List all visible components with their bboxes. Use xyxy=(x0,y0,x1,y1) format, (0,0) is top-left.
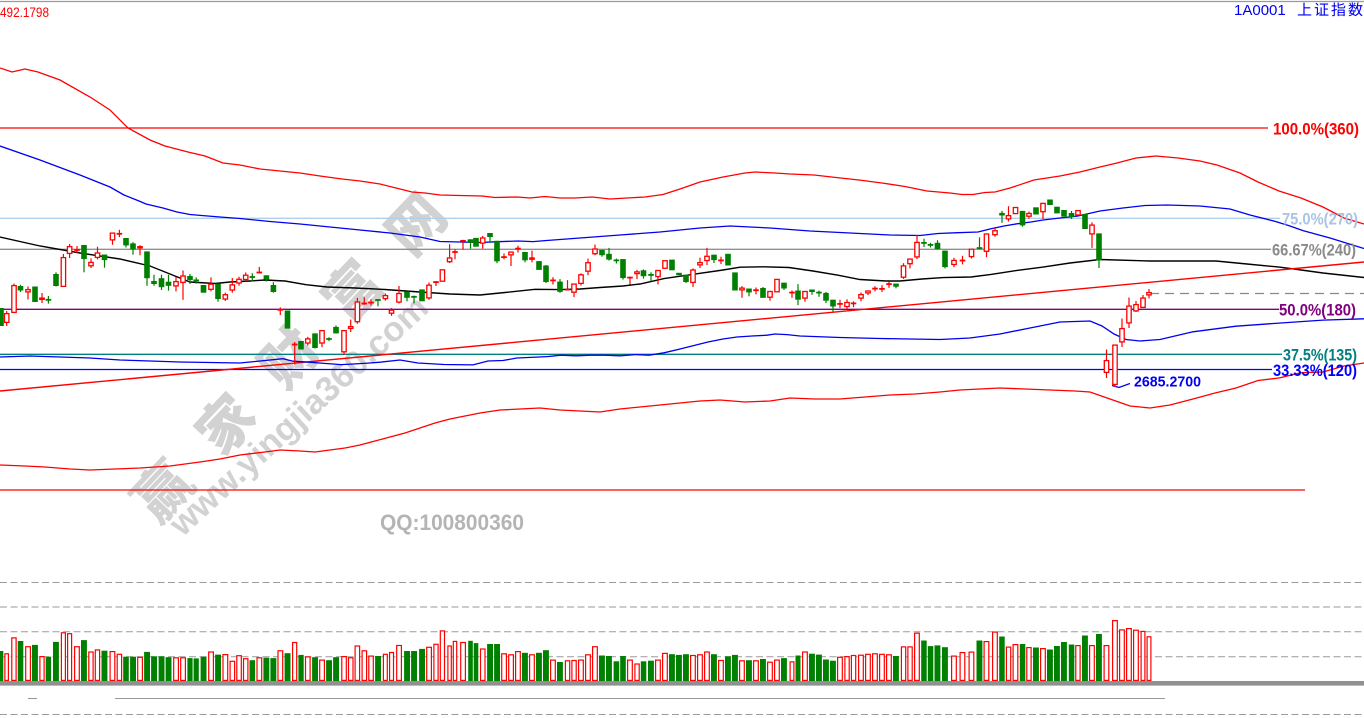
svg-text:33.33%(120): 33.33%(120) xyxy=(1273,361,1357,380)
svg-text:QQ:100800360: QQ:100800360 xyxy=(380,510,524,535)
svg-text:492.1798: 492.1798 xyxy=(0,4,49,20)
svg-text:66.67%(240): 66.67%(240) xyxy=(1272,241,1356,260)
svg-text:100.0%(360): 100.0%(360) xyxy=(1273,119,1359,138)
svg-text:50.0%(180): 50.0%(180) xyxy=(1279,301,1356,320)
svg-text:2685.2700: 2685.2700 xyxy=(1134,374,1201,391)
svg-text:1A0001: 1A0001 xyxy=(1234,2,1286,19)
svg-text:37.5%(135): 37.5%(135) xyxy=(1283,346,1357,365)
svg-text:75.0%(270): 75.0%(270) xyxy=(1282,210,1358,229)
